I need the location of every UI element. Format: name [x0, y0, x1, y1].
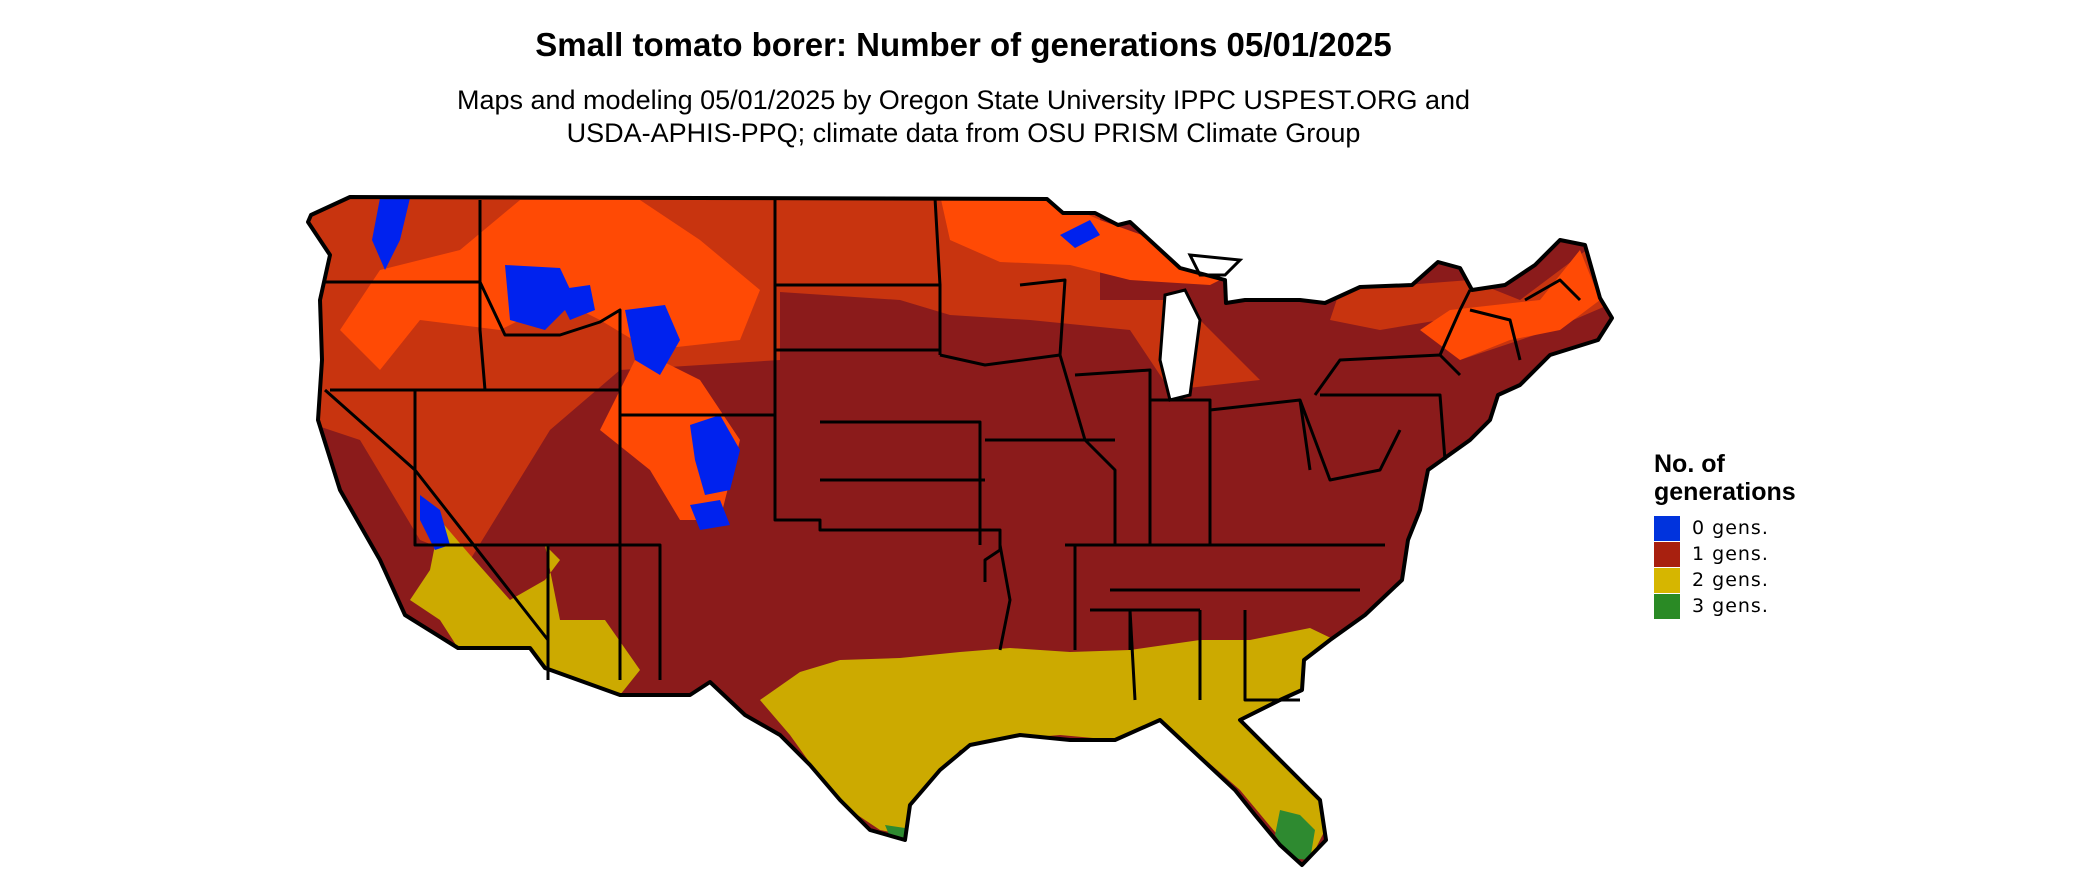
map-title: Small tomato borer: Number of generation…	[535, 26, 1392, 63]
state-border	[1065, 543, 1385, 702]
lake-michigan	[1158, 288, 1202, 402]
zero-generations-zone	[372, 198, 410, 270]
zero-generations-zone	[625, 305, 680, 375]
legend-swatch	[1654, 515, 1680, 541]
zero-generations-zone	[690, 415, 740, 495]
zero-generations-zone	[420, 495, 450, 550]
legend-label: 0 gens.	[1692, 517, 1769, 539]
legend-title: No. of generations	[1654, 450, 1796, 506]
state-border	[330, 282, 662, 680]
two-generations-zone	[410, 520, 640, 695]
legend-items: 0 gens. 1 gens. 2 gens. 3 gens.	[1654, 515, 1854, 619]
legend-label: 2 gens.	[1692, 569, 1769, 591]
legend-item: 1 gens.	[1654, 541, 1854, 567]
zero-generations-zone	[690, 500, 730, 530]
zero-generations-zone	[555, 285, 595, 320]
legend-label: 3 gens.	[1692, 595, 1769, 617]
state-border	[933, 197, 1117, 545]
state-border	[324, 388, 550, 641]
generation-zones	[308, 197, 1612, 860]
zero-generations-zone	[1060, 220, 1100, 248]
state-borders	[324, 197, 1582, 702]
legend-item: 3 gens.	[1654, 593, 1854, 619]
contiguous-us-map	[306, 195, 1614, 867]
state-border	[1019, 278, 1312, 545]
zero-generations-zone	[505, 265, 575, 330]
one-generation-light-zone	[1420, 250, 1600, 360]
zero-generations-zones	[372, 198, 1100, 550]
lake-superior-shore	[1187, 253, 1244, 277]
legend-swatch	[1654, 567, 1680, 593]
legend-swatch	[1654, 541, 1680, 567]
map-legend: No. of generations 0 gens. 1 gens. 2 gens.…	[1654, 450, 1854, 619]
legend-swatch	[1654, 593, 1680, 619]
legend-item: 0 gens.	[1654, 515, 1854, 541]
state-border	[1298, 353, 1462, 482]
subtitle-line-2: USDA-APHIS-PPQ; climate data from OSU PR…	[566, 118, 1361, 148]
legend-item: 2 gens.	[1654, 567, 1854, 593]
state-border	[998, 544, 1132, 651]
two-generations-zone	[760, 628, 1335, 860]
great-lakes	[1158, 253, 1244, 402]
legend-label: 1 gens.	[1692, 543, 1769, 565]
state-border	[1438, 278, 1582, 361]
map-subtitle: Maps and modeling 05/01/2025 by Oregon S…	[0, 84, 1927, 150]
subtitle-line-1: Maps and modeling 05/01/2025 by Oregon S…	[456, 85, 1471, 115]
